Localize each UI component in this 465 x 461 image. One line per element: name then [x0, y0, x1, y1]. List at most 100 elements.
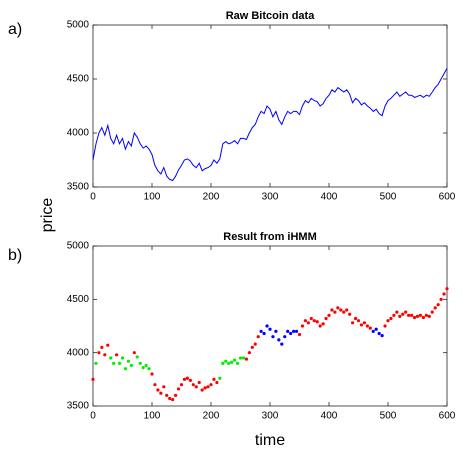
- state-point: [359, 323, 364, 327]
- state-point: [100, 345, 104, 349]
- state-point: [415, 314, 420, 318]
- state-point: [159, 391, 163, 395]
- x-tick-label: 500: [380, 411, 397, 422]
- state-point: [389, 316, 393, 321]
- state-point: [362, 321, 366, 325]
- state-point: [109, 356, 113, 360]
- state-point: [168, 396, 172, 401]
- state-point: [144, 363, 148, 368]
- state-point: [412, 315, 417, 320]
- state-point: [259, 329, 263, 333]
- state-point: [235, 361, 240, 365]
- state-point: [286, 329, 290, 333]
- state-point: [153, 383, 157, 387]
- state-point: [392, 313, 396, 317]
- state-point: [185, 376, 189, 380]
- state-point: [436, 303, 440, 307]
- state-point: [371, 329, 375, 333]
- state-point: [94, 361, 98, 365]
- state-point: [103, 353, 107, 357]
- state-point: [404, 310, 408, 314]
- state-point: [309, 316, 313, 321]
- plot-area: [92, 24, 448, 188]
- x-tick-label: 400: [321, 192, 338, 203]
- state-point: [253, 342, 257, 346]
- state-point: [212, 377, 216, 381]
- state-point: [439, 297, 443, 301]
- state-point: [247, 351, 251, 355]
- state-point: [445, 287, 449, 291]
- state-point: [250, 345, 254, 349]
- state-point: [241, 356, 246, 360]
- state-point: [191, 383, 195, 387]
- state-point: [365, 324, 369, 328]
- state-point: [421, 315, 425, 320]
- state-point: [324, 316, 328, 321]
- state-point: [188, 378, 192, 382]
- state-point: [356, 319, 361, 323]
- x-tick-label: 0: [90, 192, 96, 203]
- state-point: [171, 398, 175, 402]
- state-point: [182, 377, 187, 381]
- state-point: [215, 380, 219, 385]
- state-point: [262, 331, 266, 336]
- state-point: [292, 329, 296, 333]
- state-point: [129, 363, 133, 368]
- chart-title: Result from iHMM: [223, 231, 317, 243]
- x-tick-label: 600: [439, 192, 456, 203]
- x-tick-label: 100: [144, 192, 161, 203]
- state-point: [230, 360, 234, 364]
- state-point: [132, 351, 136, 355]
- state-point: [115, 353, 119, 357]
- state-point: [353, 316, 358, 321]
- x-tick-label: 100: [144, 411, 161, 422]
- state-point: [112, 361, 116, 365]
- state-point: [377, 331, 381, 336]
- state-point: [274, 329, 278, 333]
- state-point: [430, 310, 434, 314]
- state-point: [410, 313, 414, 317]
- state-point: [238, 356, 243, 360]
- state-point: [176, 387, 181, 391]
- state-point: [433, 306, 437, 310]
- state-point: [383, 324, 387, 328]
- state-point: [120, 356, 125, 360]
- state-point: [380, 334, 384, 338]
- x-axis-label: time: [255, 432, 285, 449]
- state-point: [312, 319, 316, 323]
- state-point: [327, 313, 331, 317]
- state-point: [197, 380, 201, 385]
- state-point: [407, 313, 411, 317]
- x-tick-label: 400: [321, 411, 338, 422]
- state-point: [330, 308, 334, 312]
- y-tick-label: 3500: [67, 401, 90, 412]
- state-point: [203, 386, 207, 390]
- state-point: [200, 388, 204, 392]
- y-tick-label: 5000: [67, 241, 90, 252]
- state-point: [427, 314, 431, 318]
- x-tick-label: 300: [262, 411, 279, 422]
- state-point: [321, 322, 325, 326]
- state-point: [97, 351, 101, 355]
- state-point: [106, 343, 110, 347]
- state-point: [126, 359, 130, 363]
- state-point: [218, 376, 222, 380]
- state-point: [315, 320, 319, 324]
- state-point: [345, 308, 349, 312]
- state-point: [386, 319, 390, 323]
- state-point: [277, 338, 281, 342]
- state-point: [300, 324, 305, 328]
- state-point: [398, 314, 402, 318]
- state-point: [368, 326, 372, 330]
- state-point: [283, 335, 287, 339]
- state-point: [333, 310, 337, 314]
- state-point: [336, 306, 340, 310]
- state-point: [424, 313, 428, 317]
- plot-area: [92, 245, 448, 407]
- state-point: [209, 383, 213, 387]
- state-point: [418, 313, 423, 317]
- state-point: [224, 359, 228, 363]
- state-point: [268, 327, 272, 331]
- state-point: [194, 385, 198, 389]
